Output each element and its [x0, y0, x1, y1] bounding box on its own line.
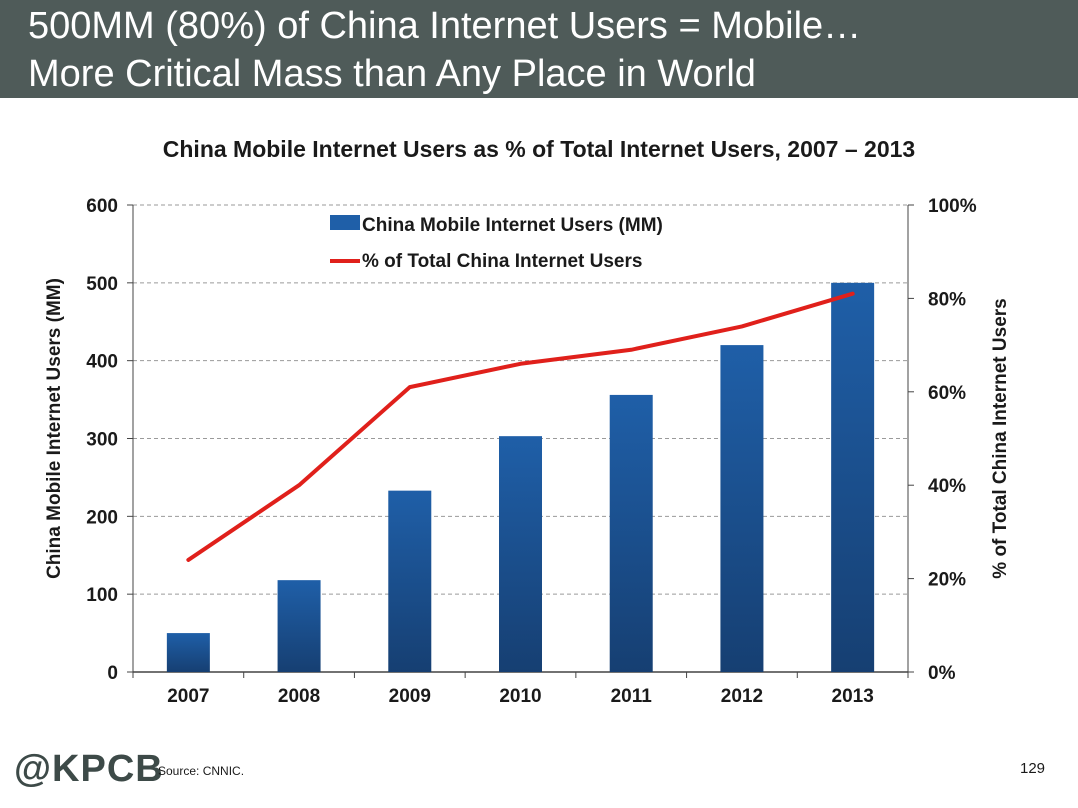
x-tick-label: 2009	[389, 686, 431, 707]
legend-line-label: % of Total China Internet Users	[362, 251, 642, 272]
y2-tick-label: 80%	[928, 289, 966, 310]
y-tick-label: 500	[86, 274, 118, 295]
y2-tick-label: 60%	[928, 383, 966, 404]
x-tick-label: 2007	[167, 686, 209, 707]
bar	[499, 436, 542, 672]
legend-bar-swatch	[330, 215, 360, 230]
x-tick-label: 2010	[499, 686, 541, 707]
y-tick-label: 400	[86, 352, 118, 373]
legend-bar-label: China Mobile Internet Users (MM)	[362, 215, 663, 236]
chart-title: China Mobile Internet Users as % of Tota…	[162, 136, 916, 162]
source-note: Source: CNNIC.	[158, 764, 245, 778]
y2-tick-label: 0%	[928, 663, 956, 684]
bar	[609, 394, 653, 672]
y-tick-label: 200	[86, 507, 118, 528]
y2-axis-title: % of Total China Internet Users	[990, 298, 1011, 578]
pct-line	[186, 291, 855, 562]
y-tick-label: 600	[86, 196, 118, 217]
y2-tick-label: 100%	[928, 196, 977, 217]
x-tick-label: 2008	[278, 686, 320, 707]
y-tick-label: 0	[107, 663, 118, 684]
x-tick-label: 2011	[611, 686, 653, 707]
bar	[831, 282, 875, 672]
y-axis-title: China Mobile Internet Users (MM)	[44, 278, 65, 579]
title-bar: 500MM (80%) of China Internet Users = Mo…	[0, 0, 1078, 98]
x-tick-label: 2012	[721, 686, 763, 707]
kpcb-logo: @KPCB	[14, 748, 164, 790]
y-tick-label: 300	[86, 430, 118, 451]
y2-tick-label: 40%	[928, 476, 966, 497]
bar	[720, 345, 764, 672]
x-tick-label: 2013	[832, 686, 874, 707]
y2-tick-label: 20%	[928, 570, 966, 591]
y-tick-label: 100	[86, 585, 118, 606]
bar	[166, 633, 210, 672]
bar	[277, 580, 321, 672]
slide-title-line-2: More Critical Mass than Any Place in Wor…	[28, 53, 756, 95]
page-number: 129	[1020, 760, 1046, 777]
slide-title-line-1: 500MM (80%) of China Internet Users = Mo…	[28, 5, 862, 47]
bar	[388, 490, 432, 672]
